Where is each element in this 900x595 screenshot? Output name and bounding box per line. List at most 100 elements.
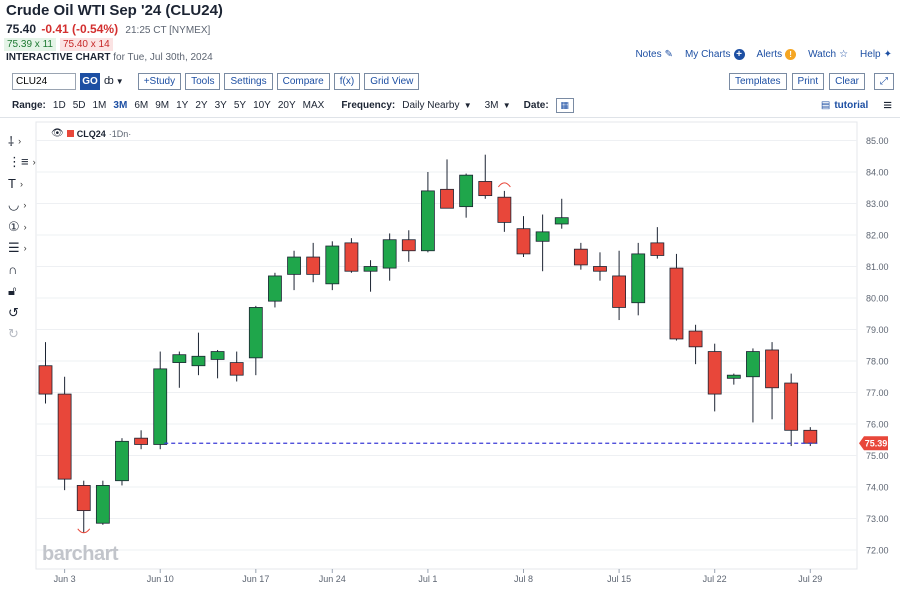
low-marker <box>77 528 91 534</box>
grid-view-button[interactable]: Grid View <box>364 72 420 90</box>
candle-body <box>497 196 512 223</box>
range-option-5d[interactable]: 5D <box>72 99 86 111</box>
interactive-chart-title: INTERACTIVE CHART for Tue, Jul 30th, 202… <box>6 52 213 63</box>
range-option-1m[interactable]: 1M <box>92 99 107 111</box>
magnet-tool[interactable]: ∩ <box>8 259 34 281</box>
candle-body <box>172 354 187 363</box>
settings-button[interactable]: Settings <box>224 72 273 90</box>
alerts-link[interactable]: Alerts! <box>757 49 797 60</box>
lock-icon: 🔓︎ <box>8 283 17 299</box>
print-button[interactable]: Print <box>791 72 825 90</box>
lock-tool[interactable]: 🔓︎ <box>8 281 34 303</box>
range-option-1d[interactable]: 1D <box>52 99 66 111</box>
candle-body <box>803 429 818 444</box>
candle-body <box>535 231 550 242</box>
alerts-label: Alerts <box>756 49 783 60</box>
calendar-icon[interactable]: ▦ <box>555 97 574 113</box>
templates-button[interactable]: Templates <box>728 72 787 90</box>
candle <box>191 332 206 376</box>
crosshair-tool[interactable]: ⸸ › <box>8 130 34 152</box>
help-link[interactable]: Help ✦ <box>860 49 892 60</box>
watch-link[interactable]: Watch ☆ <box>808 49 848 60</box>
candle-body <box>631 253 646 304</box>
fibonacci-tool[interactable]: ☰ › <box>8 238 34 260</box>
candle <box>707 343 722 412</box>
chevron-down-icon: ▼ <box>500 100 511 110</box>
candle-body <box>612 275 626 308</box>
candle <box>248 305 263 376</box>
candle-body <box>459 174 474 208</box>
chevron-down-icon: ▼ <box>461 100 472 110</box>
price-change: -0.41 (-0.54%) <box>41 22 119 36</box>
tools-button[interactable]: Tools <box>185 72 221 90</box>
range-option-9m[interactable]: 9M <box>155 99 170 111</box>
notes-link[interactable]: Notes ✎ <box>635 49 673 60</box>
chart-type-icon[interactable]: ȸ ▼ <box>104 75 124 87</box>
line-icon: ⋮≡ <box>8 154 29 170</box>
clear-button[interactable]: Clear <box>829 72 865 90</box>
x-tick-label: Jun 17 <box>242 574 269 584</box>
candle <box>115 438 129 486</box>
legend-interval: ·1Dn· <box>108 128 132 139</box>
y-tick-label: 78.00 <box>866 357 889 367</box>
candle <box>554 198 569 229</box>
page-title: Crude Oil WTI Sep '24 (CLU24) <box>6 2 223 19</box>
text-tool[interactable]: T › <box>8 173 34 195</box>
compare-button[interactable]: Compare <box>276 72 330 90</box>
range-option-5y[interactable]: 5Y <box>233 99 247 111</box>
period-select[interactable]: 3M ▼ <box>485 100 511 111</box>
candle <box>210 349 225 379</box>
last-price: 75.40 <box>6 22 37 36</box>
symbol-input[interactable] <box>12 72 76 90</box>
candle <box>306 242 321 283</box>
candle-body <box>363 266 378 272</box>
last-price-line: 75.39 <box>164 436 888 451</box>
bid-ask: 75.39 x 11 75.40 x 14 <box>4 38 113 51</box>
candle <box>268 272 282 308</box>
tutorial-link[interactable]: ▤ tutorial <box>821 100 868 111</box>
candle-body <box>115 440 129 482</box>
fx-button[interactable]: f(x) <box>333 72 361 90</box>
range-option-3m[interactable]: 3M <box>113 99 128 111</box>
number-tool[interactable]: ① › <box>8 216 34 238</box>
candle-body <box>76 485 91 512</box>
curve-icon: ◡ <box>8 197 20 213</box>
range-option-2y[interactable]: 2Y <box>195 99 208 111</box>
crosshair-icon: ⸸ <box>8 133 15 149</box>
extreme-markers <box>77 182 511 534</box>
x-tick-label: Jul 8 <box>514 574 533 584</box>
redo-tool[interactable]: ↻ <box>8 324 34 346</box>
candle-body <box>210 351 225 360</box>
undo-tool[interactable]: ↺ <box>8 302 34 324</box>
frequency-select[interactable]: Daily Nearby ▼ <box>402 100 471 111</box>
y-tick-label: 75.00 <box>866 451 889 461</box>
candle-body <box>784 382 799 431</box>
candle <box>593 252 607 281</box>
my-charts-link[interactable]: My Charts + <box>685 49 745 60</box>
candle-body <box>95 485 110 524</box>
range-option-1y[interactable]: 1Y <box>176 99 189 111</box>
y-tick-label: 81.00 <box>866 262 889 272</box>
candle <box>688 324 703 365</box>
menu-icon[interactable]: ≡ <box>883 96 892 114</box>
line-tool[interactable]: ⋮≡ › <box>8 152 36 174</box>
chart-toolbar: GO ȸ▼ +Study Tools Settings Compare f(x)… <box>12 72 894 90</box>
range-option-10y[interactable]: 10Y <box>253 99 271 111</box>
eye-icon[interactable]: 👁︎ <box>51 128 64 139</box>
candle <box>765 342 779 420</box>
add-study-button[interactable]: +Study <box>137 72 182 90</box>
redo-icon: ↻ <box>8 326 19 342</box>
range-option-20y[interactable]: 20Y <box>277 99 296 111</box>
curve-tool[interactable]: ◡ › <box>8 195 34 217</box>
go-button[interactable]: GO <box>80 72 100 90</box>
range-option-3y[interactable]: 3Y <box>214 99 227 111</box>
y-axis: 72.00 73.00 74.00 75.00 76.00 77.00 78.00 79.00… <box>866 136 889 556</box>
range-option-6m[interactable]: 6M <box>134 99 149 111</box>
expand-icon[interactable]: ⤢ <box>874 72 894 90</box>
y-tick-label: 77.00 <box>866 388 889 398</box>
y-tick-label: 76.00 <box>866 420 889 430</box>
y-tick-label: 80.00 <box>866 294 889 304</box>
range-option-max[interactable]: MAX <box>302 99 325 111</box>
my-charts-label: My Charts <box>684 49 731 60</box>
